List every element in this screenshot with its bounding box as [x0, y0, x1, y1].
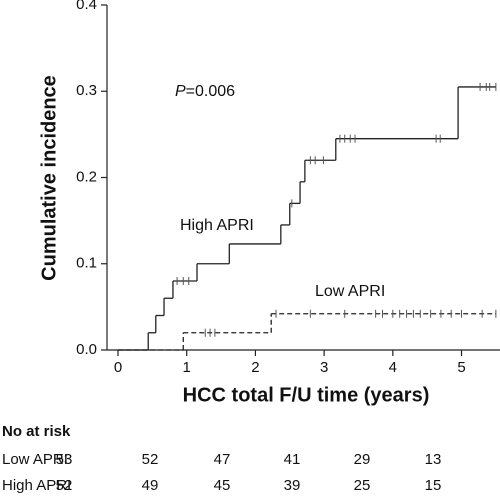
x-tick-label: 4 — [389, 359, 397, 376]
risk-count: 47 — [214, 451, 231, 468]
x-axis-title: HCC total F/U time (years) — [183, 384, 430, 406]
p-symbol: P — [175, 83, 186, 100]
y-axis-title: Cumulative incidence — [38, 75, 60, 281]
p-value: P=0.006 — [175, 83, 235, 100]
risk-count: 52 — [142, 451, 159, 468]
y-tick-label: 0.4 — [76, 0, 97, 13]
y-tick-label: 0.1 — [76, 255, 97, 272]
risk-count: 53 — [56, 451, 73, 468]
y-tick-label: 0.3 — [76, 82, 97, 99]
x-tick-label: 1 — [183, 359, 191, 376]
risk-row-name: High APRI — [2, 477, 71, 494]
x-tick-label: 0 — [114, 359, 122, 376]
y-tick-label: 0.0 — [76, 341, 97, 358]
risk-count: 39 — [284, 477, 301, 494]
risk-count: 45 — [214, 477, 231, 494]
series-label: High APRI — [180, 217, 254, 234]
risk-count: 49 — [142, 477, 159, 494]
risk-count: 52 — [56, 477, 73, 494]
risk-count: 15 — [425, 477, 442, 494]
risk-count: 25 — [354, 477, 371, 494]
risk-count: 29 — [354, 451, 371, 468]
risk-count: 13 — [425, 451, 442, 468]
x-tick-label: 5 — [457, 359, 465, 376]
y-tick-label: 0.2 — [76, 168, 97, 185]
x-tick-label: 3 — [320, 359, 328, 376]
series-label: Low APRI — [315, 283, 385, 300]
x-tick-label: 2 — [251, 359, 259, 376]
risk-title: No at risk — [2, 423, 71, 440]
p-text: =0.006 — [186, 83, 235, 100]
risk-count: 41 — [284, 451, 301, 468]
risk-row-name: Low APRI — [2, 451, 68, 468]
